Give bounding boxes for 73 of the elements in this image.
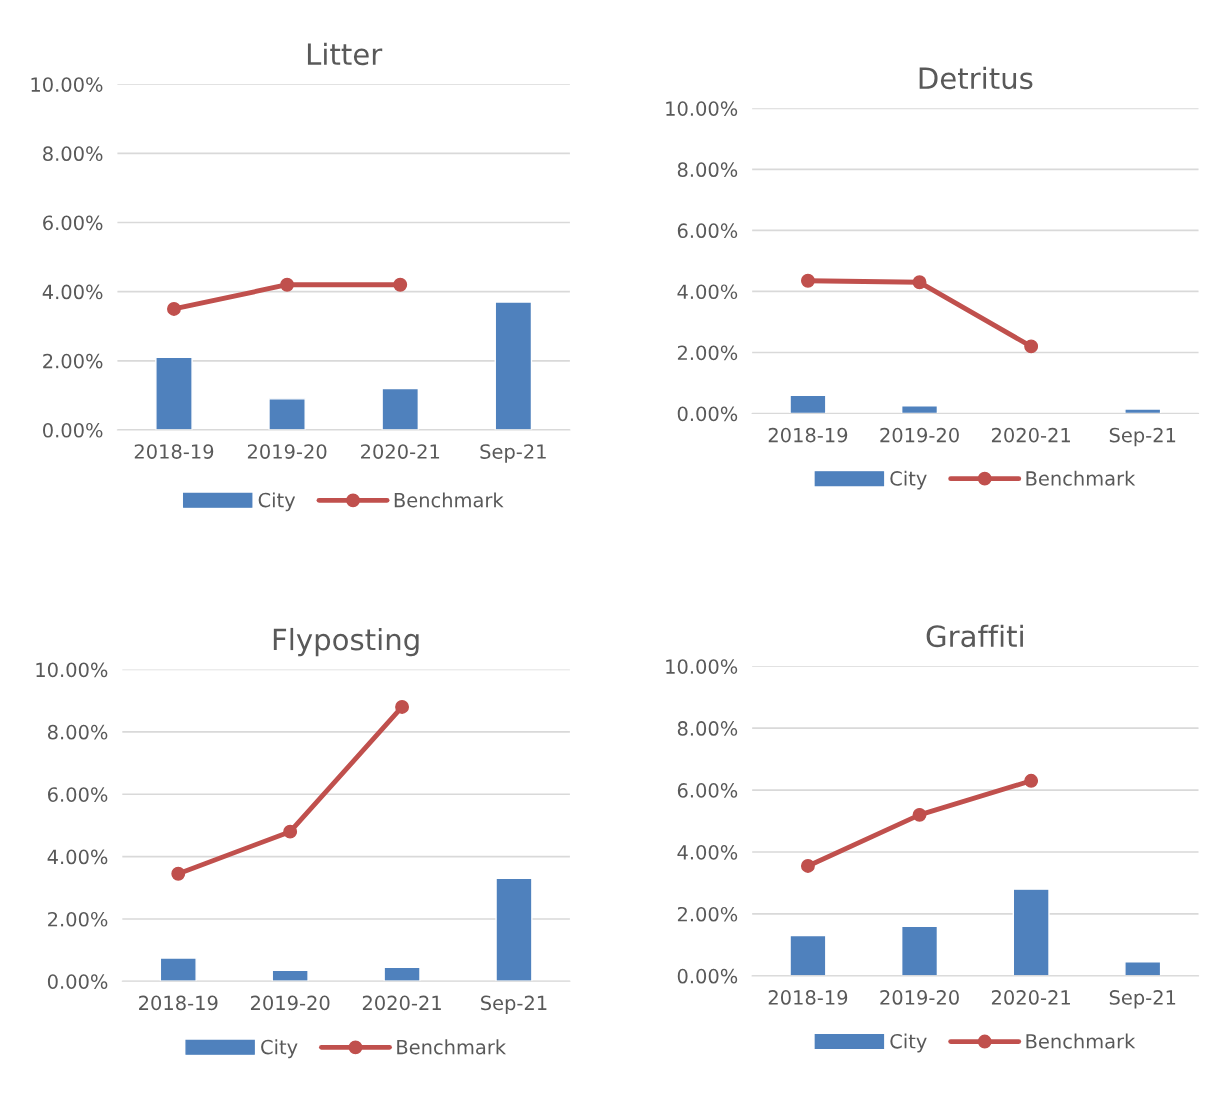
y-tick-label: 8.00% [47, 724, 108, 740]
y-tick-label: 0.00% [43, 422, 103, 438]
bar [1012, 888, 1050, 976]
legend-label: City [890, 1033, 927, 1053]
y-tick-label: 10.00% [36, 662, 108, 678]
y-tick-label: 6.00% [48, 787, 108, 802]
x-tick-label: Sep-21 [480, 444, 546, 463]
point [1024, 773, 1039, 788]
y-tick-label: 8.00% [43, 146, 103, 162]
point [912, 275, 927, 290]
bar [271, 969, 309, 982]
x-tick-label: Sep-21 [481, 995, 547, 1015]
bar [159, 957, 197, 982]
legend-label: Benchmark [1026, 470, 1136, 486]
bar [268, 398, 306, 430]
x-tick-label: Sep-21 [1109, 990, 1176, 1009]
legend-label: City [890, 470, 927, 490]
bar [494, 301, 533, 430]
chart-title: Flyposting [273, 627, 419, 657]
bar [495, 877, 533, 982]
x-tick-label: 2020-21 [362, 995, 441, 1011]
x-tick-label: 2018-19 [134, 444, 214, 459]
y-tick-label: 4.00% [677, 284, 738, 300]
chart-title: Detritus [919, 66, 1033, 90]
legend-label: Benchmark [394, 492, 504, 508]
x-tick-label: Sep-21 [1109, 427, 1176, 447]
x-tick-label: 2020-21 [991, 990, 1070, 1005]
chart-title: Graffiti [926, 624, 1023, 648]
y-tick-label: 6.00% [43, 215, 103, 231]
x-tick-label: 2020-21 [991, 427, 1070, 443]
y-tick-label: 10.00% [666, 101, 738, 116]
y-tick-label: 10.00% [31, 77, 103, 92]
x-tick-label: 2019-20 [250, 995, 330, 1011]
point [800, 858, 815, 873]
y-tick-label: 4.00% [47, 849, 108, 865]
x-tick-label: 2018-19 [768, 427, 848, 443]
point [912, 807, 927, 822]
legend-label: City [261, 1039, 298, 1059]
x-tick-label: 2020-21 [361, 444, 440, 459]
bar [381, 387, 420, 430]
y-tick-label: 8.00% [677, 162, 738, 178]
legend-label: City [258, 492, 296, 512]
y-tick-label: 2.00% [677, 345, 738, 361]
x-tick-label: 2019-20 [880, 990, 959, 1005]
y-tick-label: 10.00% [666, 659, 738, 674]
legend-label: Benchmark [1026, 1033, 1136, 1049]
point [283, 824, 298, 839]
chart-title: Litter [307, 42, 383, 66]
bar [383, 966, 421, 982]
point [395, 699, 410, 714]
bar [155, 356, 193, 430]
y-tick-label: 0.00% [677, 968, 738, 984]
y-tick-label: 6.00% [677, 223, 738, 239]
y-tick-label: 4.00% [677, 844, 738, 860]
x-tick-label: 2019-20 [247, 444, 327, 459]
point [1024, 339, 1039, 354]
y-tick-label: 2.00% [43, 353, 103, 369]
bar [900, 925, 939, 976]
y-tick-label: 2.00% [48, 911, 108, 927]
y-tick-label: 4.00% [42, 284, 103, 300]
y-tick-label: 0.00% [47, 974, 108, 989]
x-tick-label: 2018-19 [139, 995, 218, 1011]
bar [1124, 961, 1162, 976]
x-tick-label: 2018-19 [768, 990, 848, 1005]
y-tick-label: 8.00% [677, 721, 738, 736]
point [171, 866, 186, 881]
bar [789, 934, 827, 976]
x-tick-label: 2019-20 [880, 427, 959, 443]
y-tick-label: 6.00% [677, 783, 738, 798]
y-tick-label: 2.00% [677, 906, 738, 922]
point [800, 273, 815, 288]
y-tick-label: 0.00% [677, 406, 738, 422]
legend-label: Benchmark [397, 1039, 507, 1055]
